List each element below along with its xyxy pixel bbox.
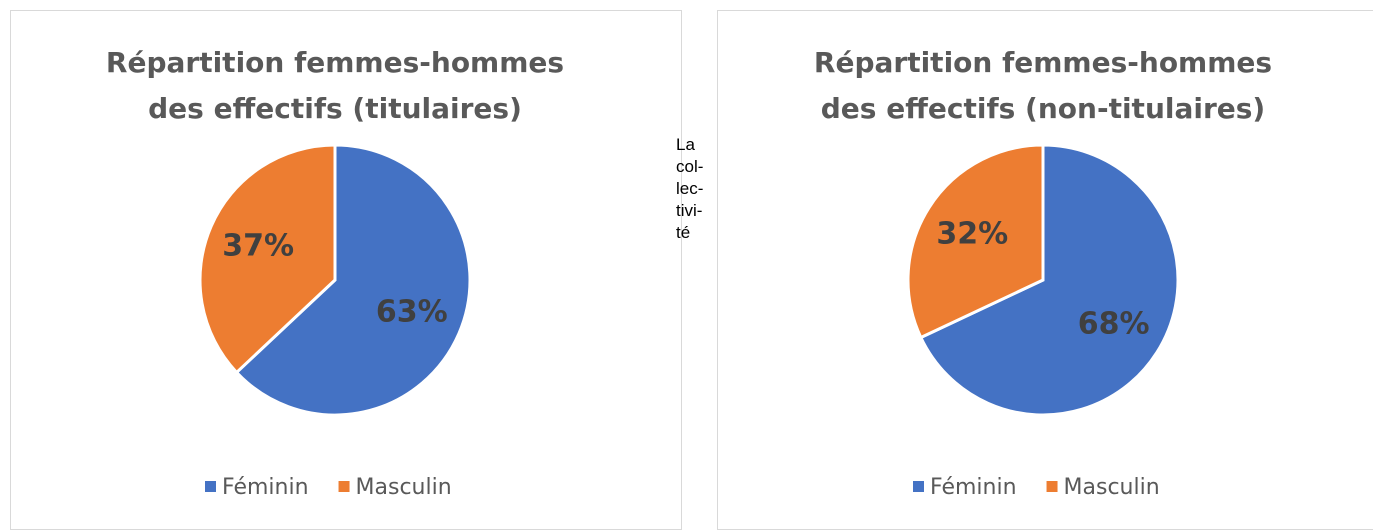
pie-slice (906, 143, 1045, 340)
legend-label: Masculin (1064, 475, 1160, 500)
legend-swatch (1046, 481, 1058, 492)
text-line: La (676, 135, 695, 154)
text-line: tivi- (676, 201, 703, 220)
legend-swatch (205, 481, 216, 492)
data-label: 68% (1078, 306, 1150, 341)
chart-title: Répartition femmes-hommes des effectifs … (813, 46, 1273, 125)
text-line: té (676, 223, 691, 242)
legend-swatch (338, 481, 350, 492)
legend-label: Masculin (356, 475, 452, 500)
pie-slice (918, 143, 1180, 417)
text-line: lec- (676, 179, 704, 198)
page: Répartition femmes-hommes des effectifs … (10, 10, 1373, 530)
data-label: 32% (936, 217, 1008, 252)
pie-slice (234, 143, 472, 417)
charts: 63% 37% Féminin Masculin 68% 32% Féminin Mascul… (198, 143, 1180, 500)
data-label: 37% (222, 228, 294, 263)
pie-slice (198, 143, 337, 375)
legend-label: Féminin (222, 475, 309, 500)
legend-label: Féminin (930, 475, 1017, 500)
data-label: 63% (376, 295, 448, 330)
body-text: La col-lec-tivi-té (676, 134, 703, 244)
text-line: col- (676, 157, 704, 176)
legend-swatch (913, 481, 924, 492)
chart-title: Répartition femmes-hommes des effectifs … (105, 46, 565, 125)
